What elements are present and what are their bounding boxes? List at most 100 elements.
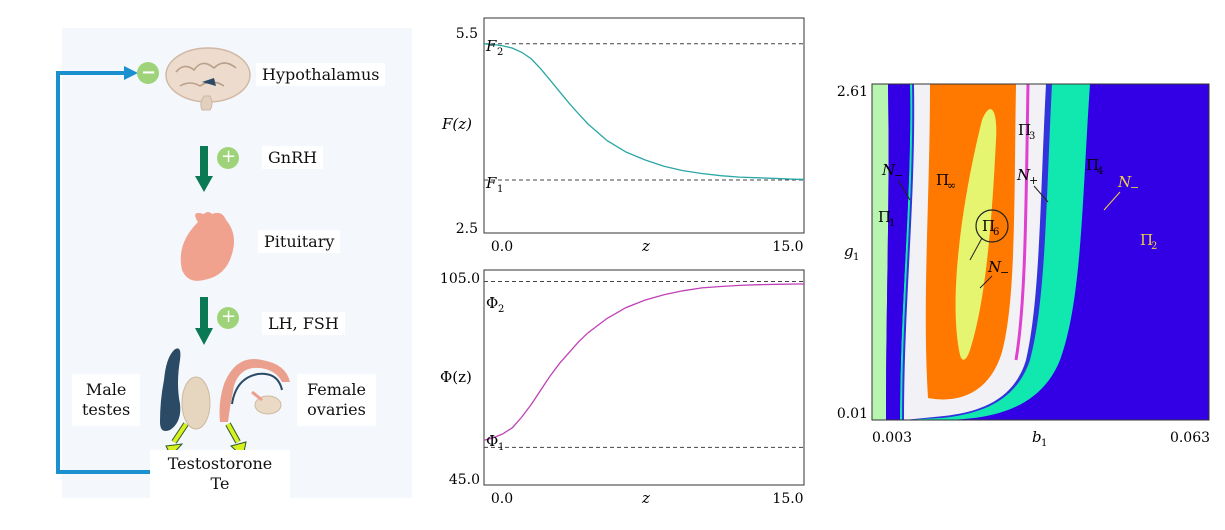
female-ovaries-label: Female ovaries bbox=[297, 374, 376, 426]
male-label: Male bbox=[85, 380, 127, 399]
pi4-letter: Π bbox=[1086, 156, 1099, 174]
minus-sign-circle bbox=[137, 62, 159, 84]
chart-Phi-ytick-bottom: 45.0 bbox=[449, 472, 480, 488]
chart-F-reference-lines bbox=[484, 43, 804, 181]
region-map: 2.61 0.01 0.003 0.063 b 1 g 1 Π 1 Π 2 Π … bbox=[837, 83, 1210, 449]
pi2-letter: Π bbox=[1140, 231, 1153, 249]
annot-n-minus-inner: N − bbox=[979, 258, 1009, 289]
down-arrow-gnrh bbox=[195, 146, 213, 192]
nm1-sub: − bbox=[894, 169, 903, 182]
annot-n-minus-right: N − bbox=[1103, 173, 1139, 211]
minus-sign: − bbox=[141, 62, 157, 83]
label-pi3: Π 3 bbox=[1018, 121, 1035, 142]
pi3-letter: Π bbox=[1018, 121, 1031, 139]
label-pi-infinity: Π ∞ bbox=[936, 171, 956, 192]
region-strip-dark bbox=[886, 84, 911, 420]
ovaries-icon bbox=[219, 359, 290, 422]
region-boundary-magenta bbox=[1014, 84, 1030, 361]
chart-F-xtick-left: 0.0 bbox=[491, 239, 513, 255]
chart-Phi-reference-lines bbox=[484, 280, 804, 448]
chart-Phi-frame bbox=[483, 269, 805, 486]
ref-Phi2-sub: 2 bbox=[498, 304, 504, 315]
region-map-frame bbox=[871, 83, 1210, 421]
chart-F-ylabel: F(z) bbox=[441, 115, 472, 133]
pituitary-icon bbox=[180, 212, 234, 281]
chart-F-ref-label-bottom: F 1 bbox=[485, 174, 503, 195]
map-xlabel-sub: 1 bbox=[1041, 438, 1047, 449]
chart-Phi-xtick-right: 15.0 bbox=[772, 491, 803, 507]
label-pi2: Π 2 bbox=[1140, 231, 1157, 252]
pi6-sub: 6 bbox=[993, 227, 999, 238]
nm2-sub: − bbox=[1130, 181, 1139, 194]
plus-sign-circle-2 bbox=[217, 307, 239, 329]
chart-Phi-ytick-top: 105.0 bbox=[440, 271, 480, 287]
map-xlabel: b 1 bbox=[1032, 428, 1047, 449]
line-charts: 5.5 2.5 0.0 15.0 z F(z) F 2 F 1 105.0 45… bbox=[440, 17, 805, 507]
chart-Phi-ylabel: Φ(z) bbox=[440, 368, 472, 386]
chart-F-ref-label-top: F 2 bbox=[485, 37, 503, 58]
map-ytick-bottom: 0.01 bbox=[837, 406, 868, 422]
down-arrow-lhfsh bbox=[195, 297, 213, 345]
gnrh-label: GnRH bbox=[262, 146, 324, 169]
nm2-letter: N bbox=[1117, 173, 1132, 191]
testosterone-name: Testostorone bbox=[167, 454, 273, 473]
chart-Phi-series-line bbox=[483, 283, 804, 441]
plus-sign-2: + bbox=[221, 306, 237, 327]
plus-sign-1: + bbox=[221, 146, 237, 167]
pi4-sub: 4 bbox=[1097, 166, 1103, 177]
annot-n-plus: N + bbox=[1016, 166, 1049, 203]
pi1-letter: Π bbox=[878, 208, 891, 226]
nm1-letter: N bbox=[881, 161, 896, 179]
chart-F-ytick-top: 5.5 bbox=[456, 26, 478, 42]
chart-Phi-ref-label-top: Φ 2 bbox=[486, 294, 504, 315]
piinf-sub: ∞ bbox=[947, 179, 956, 192]
ref-F2-letter: F bbox=[485, 37, 497, 55]
lhfsh-label: LH, FSH bbox=[262, 312, 345, 335]
chart-Phi-ref-label-bottom: Φ 1 bbox=[486, 432, 504, 453]
chart-F-xlabel: z bbox=[641, 237, 650, 255]
region-pi1 bbox=[872, 84, 889, 420]
brain-icon bbox=[165, 47, 251, 111]
ref-Phi1-sub: 1 bbox=[498, 442, 504, 453]
chart-F-series-line bbox=[483, 43, 804, 180]
map-ylabel-letter: g bbox=[844, 242, 854, 260]
pi2-sub: 2 bbox=[1151, 241, 1157, 252]
region-pi6 bbox=[955, 109, 997, 360]
nm3-sub: − bbox=[1000, 266, 1009, 279]
female-label: Female bbox=[307, 380, 366, 399]
annot-n-minus-left: N − bbox=[881, 161, 911, 201]
ref-F2-sub: 2 bbox=[497, 47, 503, 58]
testosterone-label: Testostorone Te bbox=[150, 450, 290, 498]
map-xtick-left: 0.003 bbox=[872, 430, 912, 446]
hpg-diagram-graphics bbox=[56, 47, 290, 474]
piinf-letter: Π bbox=[936, 171, 949, 189]
chart-F-xtick-right: 15.0 bbox=[772, 239, 803, 255]
pituitary-label: Pituitary bbox=[258, 230, 341, 253]
label-pi1: Π 1 bbox=[878, 208, 895, 229]
map-ylabel: g 1 bbox=[844, 242, 859, 263]
np-letter: N bbox=[1016, 166, 1031, 184]
feedback-line bbox=[56, 71, 150, 474]
hypothalamus-label: Hypothalamus bbox=[256, 63, 386, 86]
np-sub: + bbox=[1029, 174, 1038, 187]
ovaries-label: ovaries bbox=[307, 400, 366, 419]
chart-F-frame bbox=[483, 17, 805, 234]
chart-Phi-xlabel: z bbox=[641, 489, 650, 507]
ref-Phi1-letter: Φ bbox=[486, 432, 498, 450]
feedback-arrowhead bbox=[124, 66, 138, 80]
pi3-sub: 3 bbox=[1029, 131, 1035, 142]
pi6-letter: Π bbox=[982, 217, 995, 235]
ref-F1-letter: F bbox=[485, 174, 497, 192]
map-xtick-right: 0.063 bbox=[1170, 430, 1210, 446]
label-pi6: Π 6 bbox=[969, 209, 1009, 261]
male-testes-label: Male testes bbox=[72, 374, 141, 426]
label-pi4: Π 4 bbox=[1086, 156, 1103, 177]
chart-F: 5.5 2.5 0.0 15.0 z F(z) F 2 F 1 bbox=[441, 17, 805, 255]
map-xlabel-letter: b bbox=[1032, 428, 1042, 446]
testes-icon bbox=[160, 348, 211, 431]
testes-label: testes bbox=[82, 400, 131, 419]
pi1-sub: 1 bbox=[889, 218, 895, 229]
ref-F1-sub: 1 bbox=[497, 184, 503, 195]
ref-Phi2-letter: Φ bbox=[486, 294, 498, 312]
map-ytick-top: 2.61 bbox=[837, 84, 868, 100]
